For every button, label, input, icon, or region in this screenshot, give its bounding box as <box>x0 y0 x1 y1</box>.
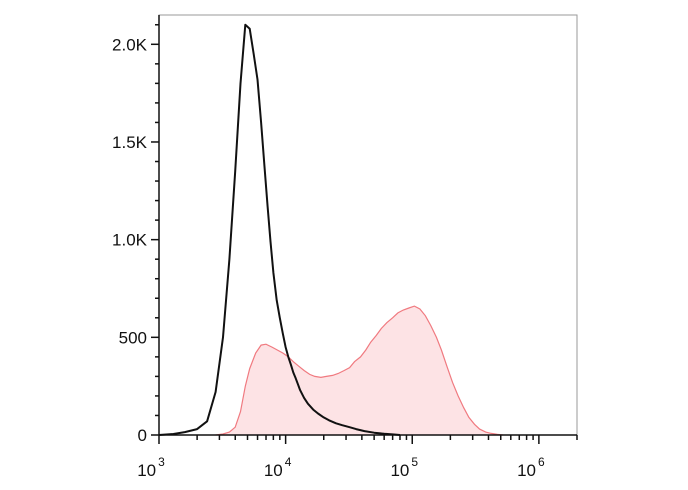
x-tick-label: 10 5 <box>390 455 418 480</box>
y-axis-ticks: 0 500 1.0K 1.5K 2.0K <box>112 24 159 445</box>
x-tick-label: 10 4 <box>264 455 292 480</box>
y-tick-label: 1.5K <box>112 133 148 152</box>
series-1-line <box>158 23 401 436</box>
x-tick-label: 10 6 <box>517 455 545 480</box>
x-axis-ticks: 10 3 10 4 10 5 10 6 <box>137 435 578 480</box>
x-tick-label: 10 3 <box>137 455 165 480</box>
series-layer <box>158 23 503 436</box>
y-tick-label: 0 <box>138 426 147 445</box>
y-tick-label: 1.0K <box>112 231 148 250</box>
series-0-outline <box>215 305 503 436</box>
series-0-area <box>215 306 503 435</box>
y-tick-label: 2.0K <box>112 35 148 54</box>
y-tick-label: 500 <box>119 328 147 347</box>
